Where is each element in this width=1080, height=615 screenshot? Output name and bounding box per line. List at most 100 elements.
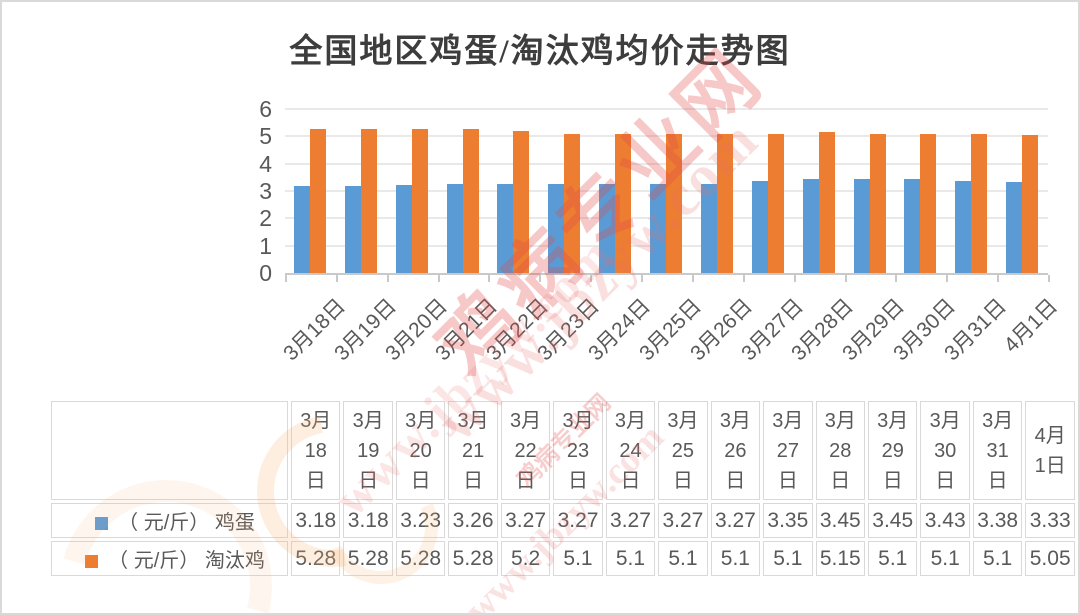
x-axis-tick — [742, 275, 745, 282]
value-cell: 3.45 — [815, 503, 866, 538]
legend-marker-icon — [95, 517, 109, 530]
table-header-date-cell: 3月 20 日 — [395, 401, 446, 500]
value-cell: 3.35 — [763, 503, 813, 538]
value-cell: 3.27 — [605, 503, 656, 538]
value-cell: 5.1 — [658, 541, 708, 576]
value-cell: 5.1 — [710, 541, 761, 576]
table-header-date-cell: 3月 24 日 — [605, 401, 656, 500]
value-cell: 3.27 — [500, 503, 551, 538]
table-header-date-cell: 3月 18 日 — [291, 401, 341, 500]
x-axis-tick — [641, 275, 644, 282]
value-cell: 3.27 — [553, 503, 603, 538]
table-header-date-cell: 3月 25 日 — [658, 401, 708, 500]
table-header-date-cell: 3月 29 日 — [868, 401, 918, 500]
table-header-date-cell: 3月 28 日 — [815, 401, 866, 500]
x-axis-tick — [437, 275, 440, 282]
bar-egg — [802, 178, 819, 273]
value-cell: 5.2 — [500, 541, 551, 576]
bar-egg — [853, 178, 870, 273]
y-axis-tick-label: 1 — [259, 232, 272, 259]
value-cell: 3.23 — [395, 503, 446, 538]
bar-culled-chicken — [716, 133, 733, 273]
bar-egg — [599, 183, 616, 273]
x-axis-tick — [386, 275, 389, 282]
value-cell: 3.18 — [291, 503, 341, 538]
table-header-date-cell: 3月 31 日 — [972, 401, 1023, 500]
x-axis-label: 4月1日 — [999, 294, 1062, 358]
value-cell: 5.15 — [815, 541, 866, 576]
bar-culled-chicken — [920, 133, 937, 273]
table-row-egg: （ 元/斤） 鸡蛋 3.18 3.18 3.23 3.26 3.27 3.27 3.27 3.2… — [51, 503, 1075, 538]
x-axis-tick — [895, 275, 898, 282]
x-axis-tick — [285, 275, 287, 282]
value-cell: 3.27 — [658, 503, 708, 538]
bar-egg — [497, 183, 514, 273]
value-cell: 5.1 — [763, 541, 813, 576]
bar-egg — [650, 183, 667, 273]
value-cell: 5.28 — [291, 541, 341, 576]
bar-egg — [1006, 181, 1023, 273]
plot-area — [285, 108, 1048, 275]
bar-egg — [344, 186, 361, 273]
value-cell: 5.1 — [920, 541, 970, 576]
bar-culled-chicken — [360, 128, 377, 273]
value-cell: 5.1 — [553, 541, 603, 576]
bar-culled-chicken — [1022, 134, 1039, 273]
table-header-date-cell: 3月 30 日 — [920, 401, 970, 500]
table-header-date-cell: 3月 26 日 — [710, 401, 761, 500]
bar-egg — [294, 186, 310, 273]
value-cell: 5.05 — [1025, 541, 1075, 576]
bar-egg — [700, 183, 717, 273]
value-cell: 3.27 — [710, 503, 761, 538]
x-axis-tick — [946, 275, 949, 282]
value-cell: 5.1 — [972, 541, 1023, 576]
bar-egg — [395, 184, 412, 273]
table-header-date-cell: 3月 19 日 — [343, 401, 393, 500]
value-cell: 3.18 — [343, 503, 393, 538]
bar-culled-chicken — [869, 133, 886, 273]
y-axis-tick-label: 6 — [259, 96, 272, 122]
chart-title: 全国地区鸡蛋/淘汰鸡均价走势图 — [289, 34, 791, 70]
price-table: 3月 18 日 3月 19 日 3月 20 日 3月 21 日 3月 22 日 3月 23… — [48, 398, 1078, 579]
legend-label: （ 元/斤） 鸡蛋 — [118, 512, 255, 534]
x-axis-tick — [590, 275, 593, 282]
x-axis-tick — [844, 275, 847, 282]
bar-egg — [904, 179, 921, 273]
bar-culled-chicken — [818, 132, 835, 273]
bar-egg — [955, 180, 972, 273]
x-axis-tick — [539, 275, 542, 282]
value-cell: 3.45 — [868, 503, 918, 538]
x-axis-tick — [793, 275, 796, 282]
bar-culled-chicken — [666, 133, 683, 273]
bar-egg — [751, 181, 768, 273]
value-cell: 5.1 — [605, 541, 656, 576]
value-cell: 3.38 — [972, 503, 1023, 538]
bar-culled-chicken — [411, 128, 428, 273]
y-axis-tick-label: 2 — [259, 205, 272, 232]
legend-marker-icon — [85, 555, 99, 568]
table-row-culled-chicken: （ 元/斤） 淘汰鸡 5.28 5.28 5.28 5.28 5.2 5.1 5.1 5.1 5.… — [51, 541, 1075, 576]
value-cell: 3.33 — [1025, 503, 1075, 538]
value-cell: 5.28 — [395, 541, 446, 576]
table-header-date-cell: 3月 22 日 — [500, 401, 551, 500]
value-cell: 5.1 — [868, 541, 918, 576]
value-cell: 3.43 — [920, 503, 970, 538]
table-header-date-cell: 4月 1日 — [1025, 401, 1075, 500]
table-header-row: 3月 18 日 3月 19 日 3月 20 日 3月 21 日 3月 22 日 3月 23… — [51, 401, 1075, 500]
bar-egg — [548, 183, 565, 273]
y-axis-tick-label: 3 — [259, 178, 272, 204]
bar-culled-chicken — [971, 133, 988, 273]
value-cell: 3.26 — [448, 503, 498, 538]
bar-culled-chicken — [310, 128, 326, 273]
y-axis-tick-label: 0 — [259, 260, 272, 286]
legend-cell-egg: （ 元/斤） 鸡蛋 — [51, 503, 289, 538]
bar-culled-chicken — [767, 133, 784, 273]
table-corner-cell — [51, 401, 289, 500]
bar-culled-chicken — [462, 128, 479, 273]
x-axis-tick — [488, 275, 491, 282]
y-axis-tick-label: 4 — [259, 150, 272, 177]
bar-culled-chicken — [513, 130, 530, 273]
table-header-date-cell: 3月 23 日 — [553, 401, 603, 500]
price-table-body: 3月 18 日 3月 19 日 3月 20 日 3月 21 日 3月 22 日 3月 23… — [51, 401, 1075, 576]
